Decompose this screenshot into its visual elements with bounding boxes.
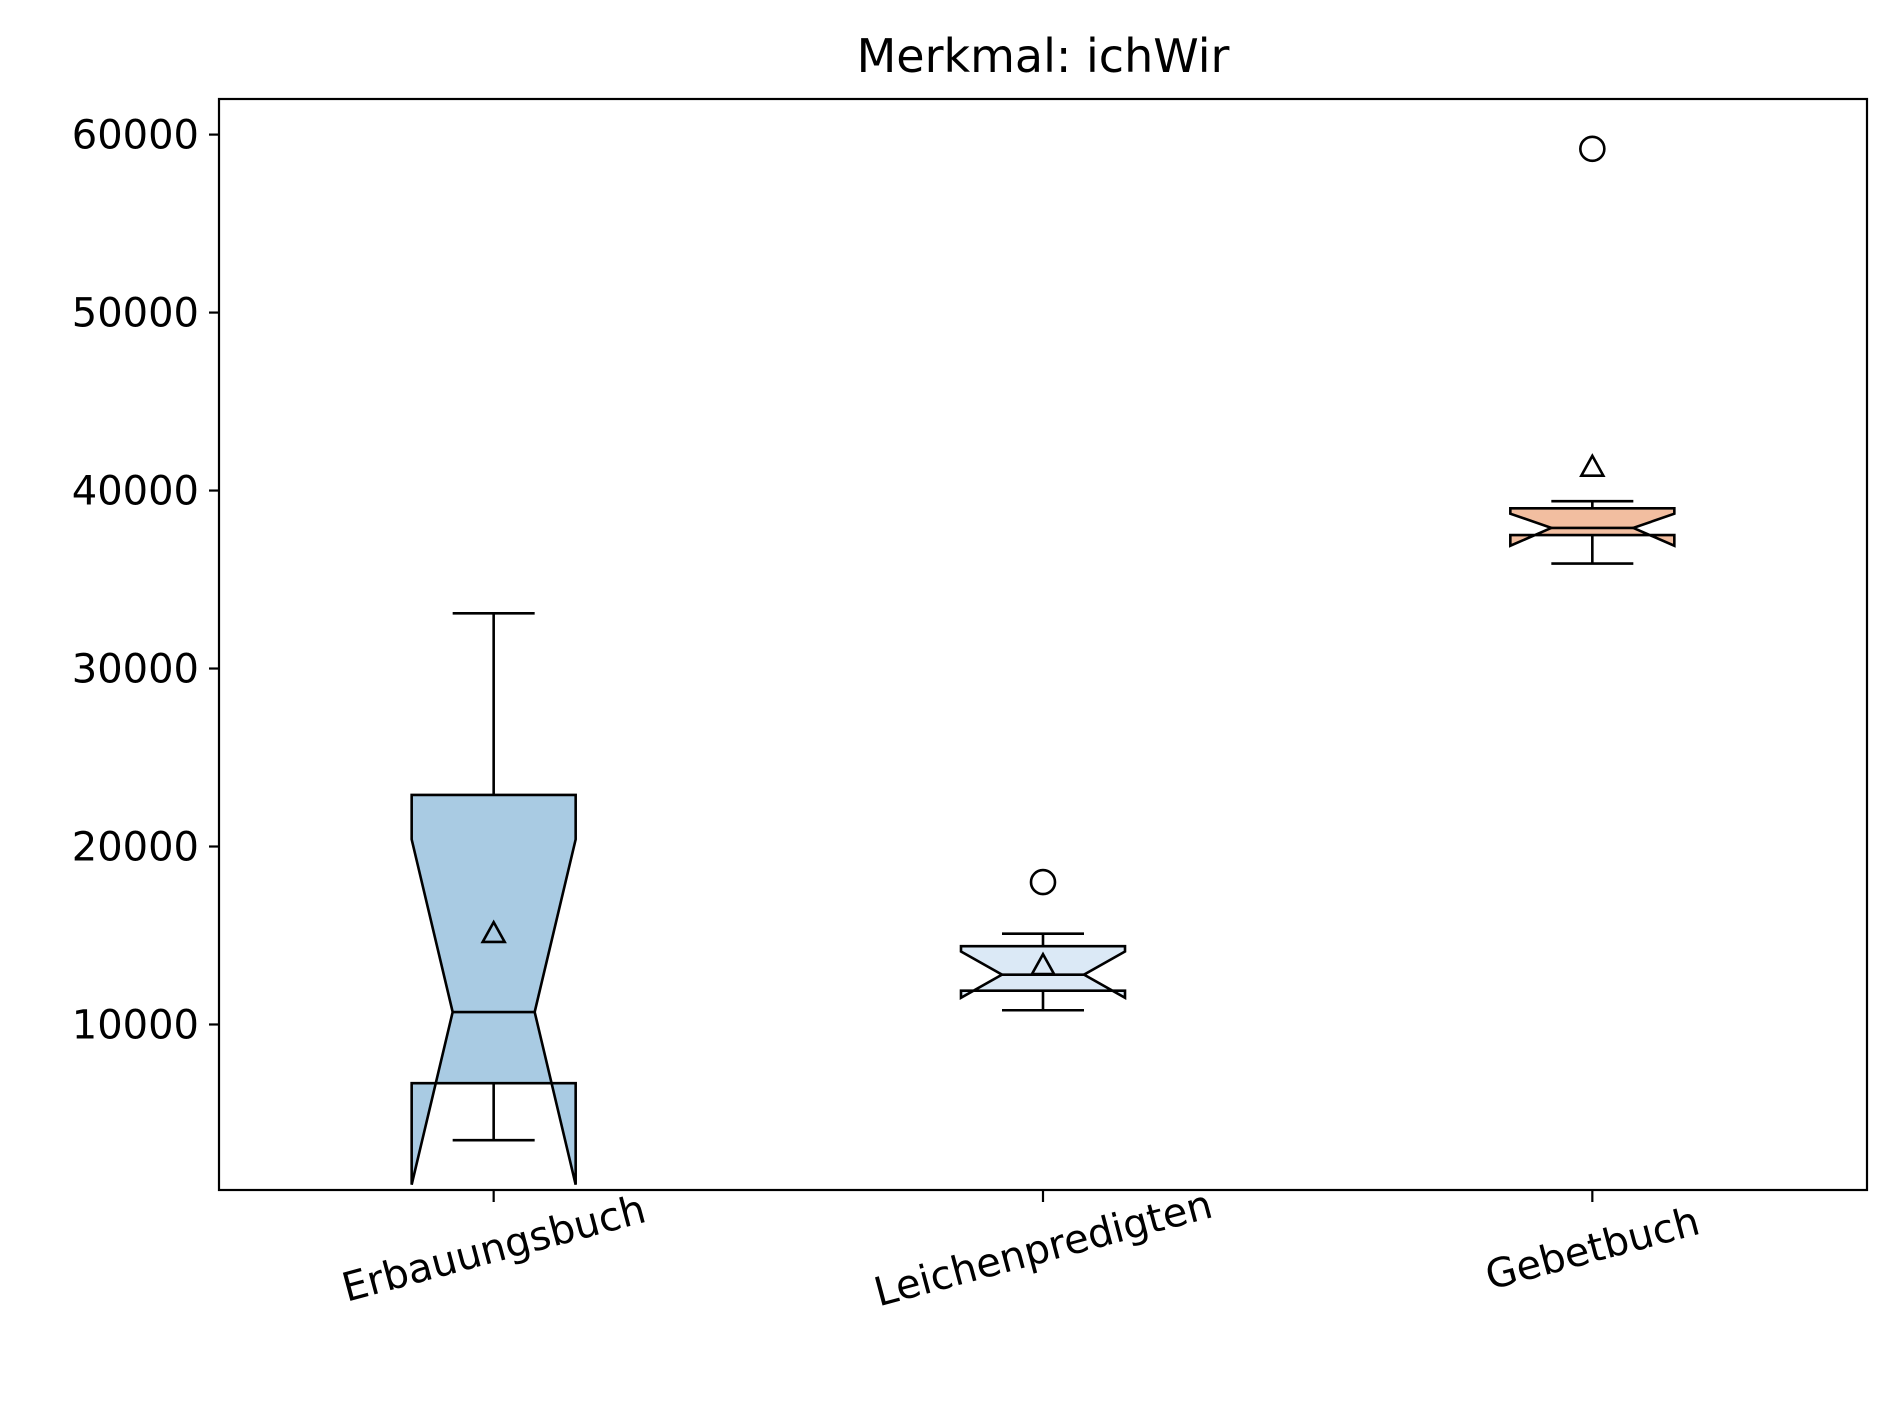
y-tick-label: 10000 [72, 1002, 199, 1048]
mean-marker [1579, 453, 1606, 477]
y-tick-label: 60000 [72, 113, 199, 159]
flier-point [1579, 135, 1606, 163]
plot-area: 10000 20000 30000 40000 50000 60000 Erbauungsb… [72, 113, 1705, 1317]
mean-marker [1029, 951, 1057, 976]
box-2 [959, 944, 1127, 1001]
box-1 [410, 793, 577, 1185]
y-tick-label: 40000 [72, 469, 199, 515]
x-tick-label: Erbauungsbuch [337, 1186, 650, 1311]
x-tick-label: Gebetbuch [1481, 1198, 1705, 1299]
flier-point [1029, 868, 1057, 896]
y-tick-label: 20000 [72, 825, 199, 871]
y-tick-label: 30000 [72, 647, 199, 693]
axes-frame [217, 97, 1869, 1192]
y-tick-label: 50000 [72, 291, 199, 337]
mean-marker [480, 919, 507, 944]
chart-title: Merkmal: ichWir [857, 29, 1230, 83]
